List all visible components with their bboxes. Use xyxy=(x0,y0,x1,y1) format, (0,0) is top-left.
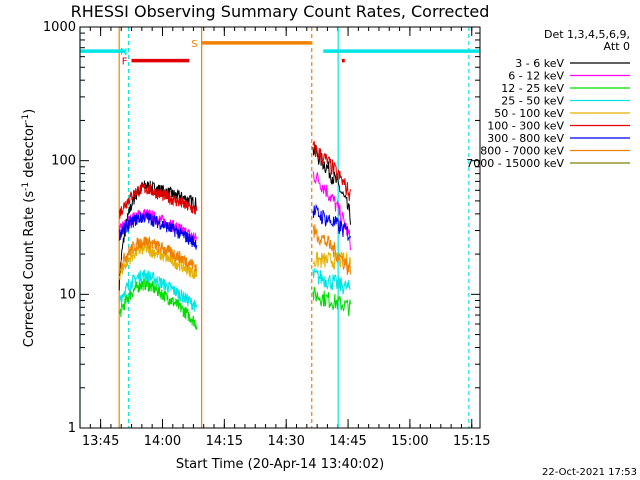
legend-label: 300 - 800 keV xyxy=(487,132,564,145)
legend-label: 6 - 12 keV xyxy=(508,70,564,83)
x-tick-label: 14:30 xyxy=(267,434,304,449)
series-line xyxy=(312,203,351,241)
series-line xyxy=(118,236,198,273)
flag-bars: NF S xyxy=(80,39,480,68)
x-axis-label: Start Time (20-Apr-14 13:40:02) xyxy=(176,457,384,472)
data-series xyxy=(118,140,351,330)
y-tick-label: 10 xyxy=(59,287,76,302)
legend-label: 7000 - 15000 keV xyxy=(466,157,564,170)
x-tick-label: 14:15 xyxy=(206,434,243,449)
series-line xyxy=(312,224,351,275)
chart-title: RHESSI Observing Summary Count Rates, Co… xyxy=(71,2,490,21)
series-line xyxy=(312,140,351,201)
series-line xyxy=(312,144,351,225)
vertical-markers xyxy=(79,27,470,428)
footer-date: 22-Oct-2021 17:53 xyxy=(542,467,637,478)
series-line xyxy=(312,268,351,295)
y-axis-label: Corrected Count Rate (s-1 detector-1) xyxy=(21,109,37,347)
legend-header-line1: Det 1,3,4,5,6,9, xyxy=(544,28,630,41)
legend-label: 100 - 300 keV xyxy=(487,120,564,133)
series-line xyxy=(312,171,351,251)
axis-ticks: 1 10 100 1000 13:45 14:00 14:15 14:30 14:45 15:00… xyxy=(43,20,491,449)
series-line xyxy=(118,269,198,312)
flag-label: S xyxy=(191,39,197,50)
y-tick-label: 1000 xyxy=(43,20,76,35)
plot-frame xyxy=(79,26,481,429)
y-tick-label: 100 xyxy=(51,154,76,169)
x-tick-label: 15:15 xyxy=(453,434,490,449)
legend-label: 50 - 100 keV xyxy=(494,107,564,120)
flag-label: N xyxy=(120,47,127,58)
x-tick-label: 14:00 xyxy=(144,434,181,449)
series-line xyxy=(118,182,198,219)
y-axis-label-part2: detector xyxy=(22,122,37,182)
x-tick-label: 14:45 xyxy=(329,434,366,449)
series-line xyxy=(118,277,198,330)
flag-label: F xyxy=(122,57,128,68)
y-axis-label-sup1: -1 xyxy=(21,182,31,191)
series-line xyxy=(312,286,351,316)
legend-label: 3 - 6 keV xyxy=(515,57,564,70)
y-axis-label-part3: ) xyxy=(22,109,37,114)
x-tick-label: 15:00 xyxy=(391,434,428,449)
y-axis-label-part1: Corrected Count Rate (s xyxy=(22,191,37,348)
series-line xyxy=(118,211,198,250)
legend-label: 25 - 50 keV xyxy=(501,95,564,108)
x-tick-label: 13:45 xyxy=(82,434,119,449)
y-axis-label-sup2: -1 xyxy=(21,114,31,123)
series-line xyxy=(118,180,198,291)
legend-label: 800 - 7000 keV xyxy=(480,145,564,158)
legend-label: 12 - 25 keV xyxy=(501,82,564,95)
legend-header-line2: Att 0 xyxy=(604,40,630,53)
y-tick-label: 1 xyxy=(68,421,76,436)
